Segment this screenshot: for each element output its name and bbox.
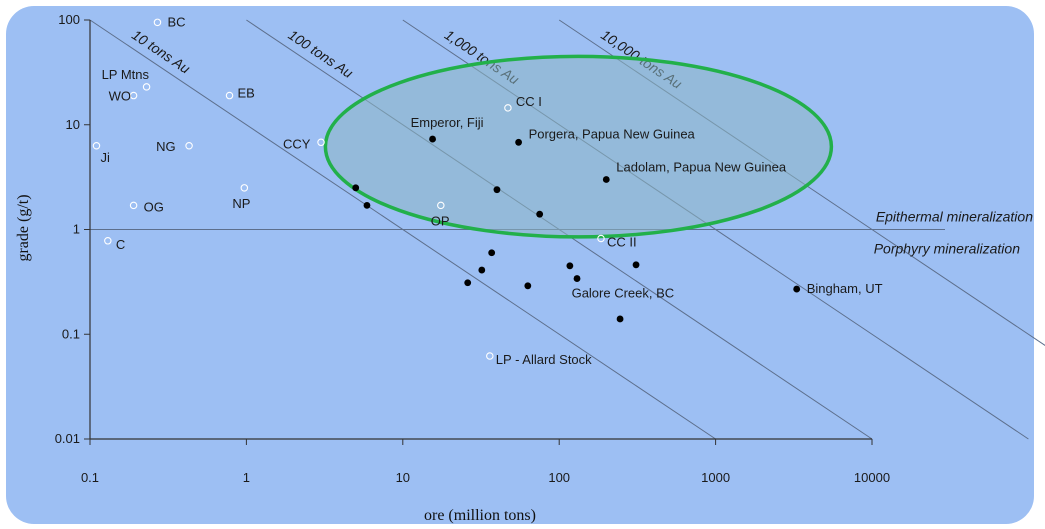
point-open-5: [92, 142, 101, 150]
point-label-0-6: CCY: [283, 136, 311, 151]
point-label-1-3: Bingham, UT: [807, 281, 883, 296]
point-label-0-11: CC I: [516, 94, 542, 109]
y-axis-title: grade (g/t): [15, 194, 32, 261]
point-open-9: [437, 201, 445, 210]
point-filled-2: [602, 176, 610, 183]
epithermal-label: Epithermal mineralization: [876, 209, 1033, 225]
point-open-3: [225, 91, 234, 100]
point-filled-9: [478, 266, 486, 274]
x-tick-label-0: 0.1: [81, 470, 99, 485]
point-filled-15: [616, 315, 624, 323]
highlight-group: [323, 54, 834, 239]
point-label-0-12: CC II: [607, 235, 637, 250]
highlight-ellipse: [323, 54, 834, 239]
point-filled-4: [352, 184, 360, 192]
porphyry-label: Porphyry mineralization: [874, 241, 1020, 257]
point-label-1-1: Porgera, Papua New Guinea: [529, 126, 696, 141]
point-filled-7: [536, 210, 544, 218]
x-tick-label-4: 1000: [701, 470, 730, 485]
point-filled-10: [464, 279, 472, 287]
point-filled-3: [793, 285, 801, 293]
y-tick-label-1: 0.1: [62, 326, 80, 341]
point-filled-5: [363, 201, 371, 209]
point-open-10: [104, 237, 112, 245]
x-tick-label-1: 1: [243, 470, 250, 485]
point-label-0-8: OG: [144, 199, 164, 214]
x-tick-label-5: 10000: [854, 470, 890, 485]
x-tick-label-3: 100: [548, 470, 570, 485]
y-tick-label-4: 100: [58, 12, 80, 27]
point-open-12: [597, 234, 605, 243]
point-open-13: [486, 352, 494, 360]
y-tick-label-2: 1: [73, 222, 80, 237]
point-open-8: [129, 201, 138, 210]
point-label-0-3: EB: [238, 86, 255, 101]
x-tick-label-2: 10: [396, 470, 410, 485]
point-open-4: [185, 142, 193, 150]
galore-creek-label: Galore Creek, BC: [572, 285, 675, 300]
axes: 0.1 1 10 100 1000 10000 0.01 0.1 1 10 100: [55, 12, 890, 485]
point-label-1-0: Emperor, Fiji: [411, 115, 484, 130]
point-open-0: [153, 18, 162, 27]
point-label-0-9: OP: [431, 213, 450, 228]
point-label-0-7: NP: [232, 196, 250, 211]
point-label-0-0: BC: [167, 14, 185, 29]
y-tick-label-0: 0.01: [55, 431, 80, 446]
point-label-0-10: C: [116, 237, 125, 252]
point-filled-14: [632, 261, 640, 269]
point-open-2: [129, 91, 138, 100]
point-label-0-5: Ji: [100, 150, 110, 165]
point-filled-13: [573, 275, 581, 282]
labels: Epithermal mineralization Porphyry minera…: [100, 14, 1033, 367]
point-label-0-2: WO: [109, 89, 131, 104]
point-open-7: [240, 184, 249, 192]
point-filled-1: [515, 138, 522, 146]
point-filled-8: [488, 249, 496, 257]
point-open-6: [317, 138, 325, 147]
point-open-1: [142, 83, 151, 91]
data-points: [92, 18, 801, 360]
point-filled-6: [493, 186, 501, 194]
point-filled-11: [524, 282, 532, 290]
point-label-1-2: Ladolam, Papua New Guinea: [616, 160, 787, 175]
x-axis-title: ore (million tons): [424, 507, 536, 524]
point-open-11: [504, 104, 512, 112]
y-tick-label-3: 10: [66, 117, 80, 132]
point-filled-0: [429, 135, 436, 143]
point-label-0-13: LP - Allard Stock: [496, 352, 592, 367]
point-filled-12: [566, 262, 574, 270]
point-label-0-4: NG: [156, 139, 176, 154]
point-label-0-1: LP Mtns: [102, 67, 150, 82]
